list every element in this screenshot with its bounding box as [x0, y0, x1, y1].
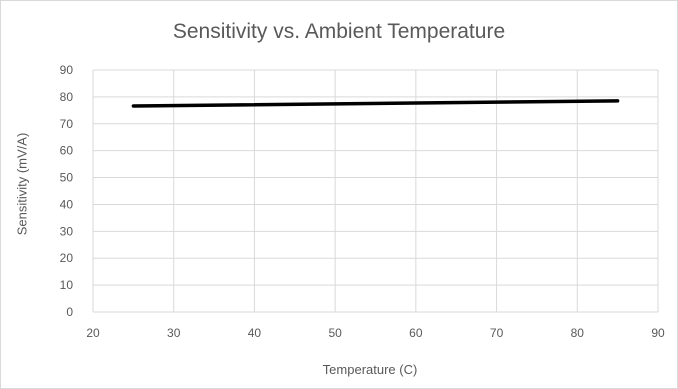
y-tick-label: 70 — [60, 117, 74, 131]
series-line — [131, 99, 620, 108]
y-tick-label: 60 — [60, 144, 74, 158]
x-tick-label: 50 — [328, 326, 342, 340]
y-tick-label: 90 — [60, 63, 74, 77]
x-tick-label: 70 — [490, 326, 504, 340]
y-tick-label: 30 — [60, 224, 74, 238]
x-tick-label: 80 — [571, 326, 585, 340]
y-tick-label: 40 — [60, 197, 74, 211]
y-tick-label: 0 — [66, 305, 73, 319]
x-tick-label: 60 — [409, 326, 423, 340]
y-tick-label: 20 — [60, 251, 74, 265]
y-tick-label: 50 — [60, 171, 74, 185]
x-axis-label: Temperature (C) — [322, 362, 418, 377]
x-tick-label: 90 — [651, 326, 665, 340]
chart-title: Sensitivity vs. Ambient Temperature — [172, 20, 506, 43]
x-tick-label: 40 — [248, 326, 262, 340]
x-tick-label: 20 — [86, 326, 100, 340]
y-tick-label: 80 — [60, 90, 74, 104]
y-tick-label: 10 — [60, 278, 74, 292]
x-tick-label: 30 — [167, 326, 181, 340]
